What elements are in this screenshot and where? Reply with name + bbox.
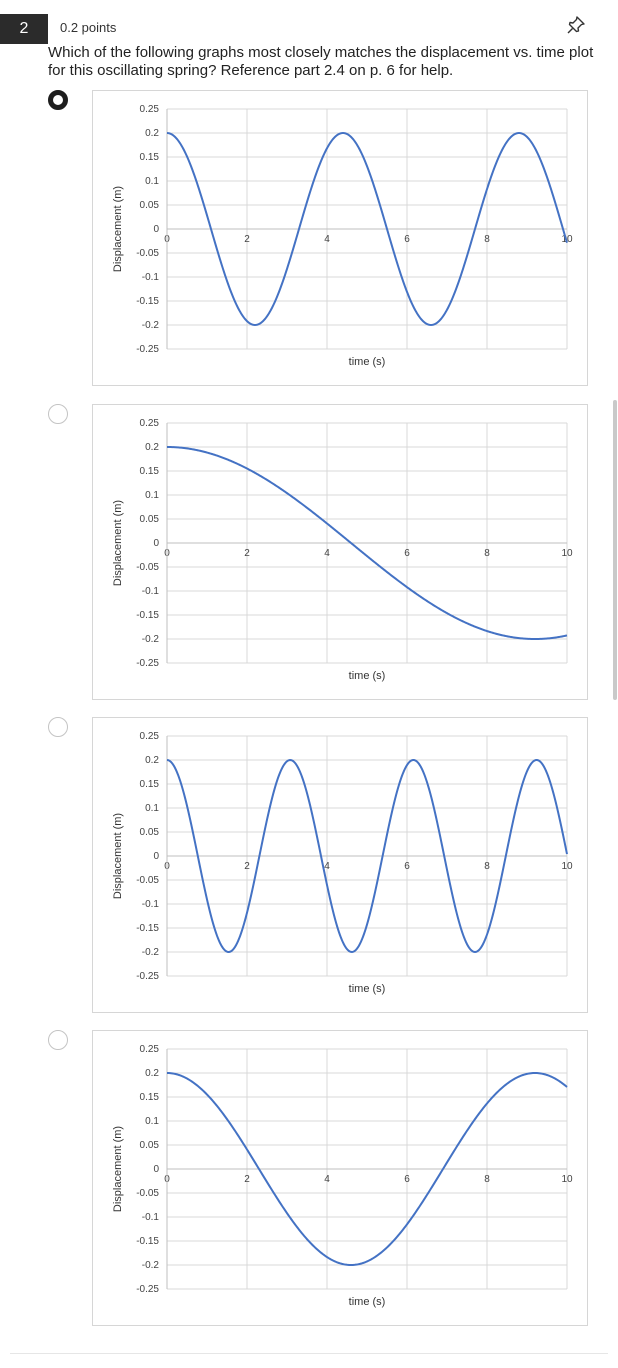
- y-axis-label: Displacement (m): [112, 500, 124, 586]
- y-tick-label: 0.15: [140, 779, 160, 790]
- y-tick-label: 0.1: [145, 1116, 159, 1127]
- y-tick-label: -0.05: [136, 562, 159, 573]
- chart-svg: 0.25 0.2 0.15 0.1 0.05 0 -0.05 -0.1 -0.15 -0.2 -0.…: [112, 731, 573, 995]
- x-tick-label: 6: [404, 861, 410, 872]
- option-2-radio[interactable]: [48, 404, 68, 424]
- y-tick-label: 0.1: [145, 803, 159, 814]
- y-axis-label: Displacement (m): [112, 1126, 124, 1212]
- x-tick-label: 4: [324, 234, 330, 245]
- option-3-radio[interactable]: [48, 717, 68, 737]
- x-tick-label: 8: [484, 1174, 490, 1185]
- y-tick-label: -0.25: [136, 344, 159, 355]
- x-axis-label: time (s): [349, 670, 386, 682]
- x-tick-label: 10: [561, 1174, 573, 1185]
- x-tick-label: 2: [244, 861, 250, 872]
- y-tick-label: -0.05: [136, 1188, 159, 1199]
- series-line: [166, 131, 568, 327]
- y-tick-label: 0.25: [140, 418, 160, 429]
- y-tick-label: 0.1: [145, 176, 159, 187]
- y-tick-label: -0.25: [136, 971, 159, 982]
- y-tick-label: 0: [153, 538, 159, 549]
- y-tick-label: 0.15: [140, 152, 160, 163]
- y-tick-label: 0.25: [140, 104, 160, 115]
- question-points: 0.2 points: [60, 20, 117, 35]
- x-tick-label: 2: [244, 1174, 250, 1185]
- y-tick-label: 0: [153, 224, 159, 235]
- divider: [10, 1353, 608, 1354]
- y-tick-label: 0.2: [145, 442, 159, 453]
- x-tick-label: 2: [244, 234, 250, 245]
- option-1-chart[interactable]: 0.25 0.2 0.15 0.1 0.05 0 -0.05 -0.1 -0.15 -0.2 -0.…: [92, 90, 588, 386]
- y-tick-label: 0.2: [145, 128, 159, 139]
- option-4-chart[interactable]: 0.25 0.2 0.15 0.1 0.05 0 -0.05 -0.1 -0.15 -0.2 -0.…: [92, 1030, 588, 1326]
- x-tick-label: 6: [404, 234, 410, 245]
- y-tick-label: 0.1: [145, 490, 159, 501]
- y-tick-label: -0.05: [136, 248, 159, 259]
- y-tick-label: -0.2: [142, 947, 160, 958]
- question-text: Which of the following graphs most close…: [48, 44, 594, 79]
- chart-svg: 0.25 0.2 0.15 0.1 0.05 0 -0.05 -0.1 -0.15 -0.2 -0.…: [112, 104, 573, 368]
- y-tick-label: 0.05: [140, 514, 160, 525]
- y-tick-label: -0.15: [136, 296, 159, 307]
- x-axis-label: time (s): [349, 356, 386, 368]
- x-tick-label: 10: [561, 861, 573, 872]
- option-3-chart[interactable]: 0.25 0.2 0.15 0.1 0.05 0 -0.05 -0.1 -0.15 -0.2 -0.…: [92, 717, 588, 1013]
- x-tick-label: 6: [404, 1174, 410, 1185]
- y-tick-label: 0.15: [140, 466, 160, 477]
- y-tick-label: 0.2: [145, 755, 159, 766]
- y-tick-label: 0.05: [140, 827, 160, 838]
- x-tick-label: 4: [324, 548, 330, 559]
- series-line: [167, 446, 568, 640]
- y-tick-label: 0.15: [140, 1092, 160, 1103]
- chart-svg: 0.25 0.2 0.15 0.1 0.05 0 -0.05 -0.1 -0.15 -0.2 -0.…: [112, 1044, 573, 1308]
- pin-icon[interactable]: [565, 14, 587, 36]
- x-tick-label: 4: [324, 861, 330, 872]
- y-tick-label: -0.05: [136, 875, 159, 886]
- x-axis-label: time (s): [349, 1296, 386, 1308]
- series-line: [166, 758, 568, 954]
- series-line: [166, 1071, 568, 1267]
- y-tick-label: -0.1: [142, 272, 160, 283]
- x-axis-label: time (s): [349, 983, 386, 995]
- y-tick-label: -0.1: [142, 899, 160, 910]
- option-4-radio[interactable]: [48, 1030, 68, 1050]
- x-tick-label: 8: [484, 861, 490, 872]
- option-2-chart[interactable]: 0.25 0.2 0.15 0.1 0.05 0 -0.05 -0.1 -0.15 -0.2 -0.…: [92, 404, 588, 700]
- y-tick-label: -0.2: [142, 634, 160, 645]
- y-tick-label: 0.25: [140, 1044, 160, 1055]
- y-tick-label: -0.25: [136, 658, 159, 669]
- y-tick-label: 0.05: [140, 200, 160, 211]
- pin-icon-graphic: [567, 16, 585, 34]
- y-tick-label: -0.25: [136, 1284, 159, 1295]
- x-tick-label: 10: [561, 548, 573, 559]
- y-tick-label: -0.15: [136, 610, 159, 621]
- y-tick-label: 0.25: [140, 731, 160, 742]
- y-tick-label: -0.1: [142, 586, 160, 597]
- y-tick-label: 0.2: [145, 1068, 159, 1079]
- question-number: 2: [0, 14, 48, 44]
- x-tick-label: 8: [484, 234, 490, 245]
- y-axis-label: Displacement (m): [112, 813, 124, 899]
- x-tick-label: 10: [561, 234, 573, 245]
- chart-svg: 0.25 0.2 0.15 0.1 0.05 0 -0.05 -0.1 -0.15 -0.2 -0.…: [112, 418, 573, 682]
- y-tick-label: 0: [153, 1164, 159, 1175]
- y-tick-label: -0.2: [142, 320, 160, 331]
- x-tick-label: 2: [244, 548, 250, 559]
- x-tick-label: 8: [484, 548, 490, 559]
- x-tick-label: 6: [404, 548, 410, 559]
- y-tick-label: -0.1: [142, 1212, 160, 1223]
- y-axis-label: Displacement (m): [112, 186, 124, 272]
- scrollbar-thumb[interactable]: [613, 400, 617, 700]
- y-tick-label: -0.15: [136, 923, 159, 934]
- y-tick-label: 0.05: [140, 1140, 160, 1151]
- y-tick-label: 0: [153, 851, 159, 862]
- x-tick-label: 4: [324, 1174, 330, 1185]
- y-tick-label: -0.15: [136, 1236, 159, 1247]
- y-tick-label: -0.2: [142, 1260, 160, 1271]
- option-1-radio[interactable]: [48, 90, 68, 110]
